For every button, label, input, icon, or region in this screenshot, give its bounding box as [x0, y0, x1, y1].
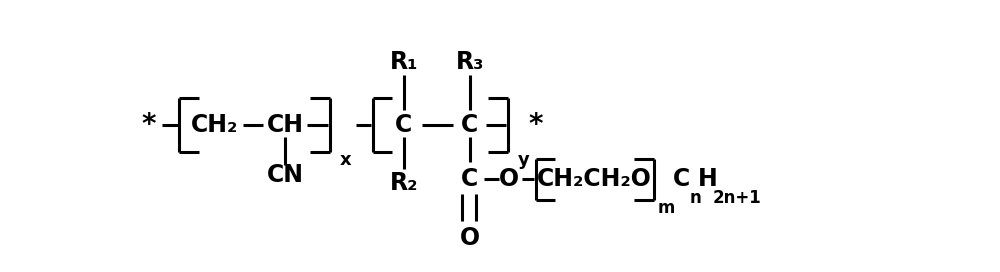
Text: 2n+1: 2n+1	[713, 189, 762, 207]
Text: C: C	[461, 113, 479, 137]
Text: R₂: R₂	[390, 171, 418, 196]
Text: CH: CH	[267, 113, 304, 137]
Text: *: *	[528, 111, 543, 139]
Text: H: H	[698, 167, 718, 191]
Text: m: m	[657, 199, 675, 217]
Text: C: C	[461, 167, 479, 191]
Text: y: y	[517, 152, 529, 169]
Text: O: O	[460, 226, 480, 250]
Text: CH₂: CH₂	[190, 113, 238, 137]
Text: CN: CN	[267, 163, 304, 187]
Text: n: n	[690, 189, 701, 207]
Text: R₃: R₃	[456, 50, 484, 74]
Text: CH₂CH₂O: CH₂CH₂O	[537, 167, 652, 191]
Text: R₁: R₁	[390, 50, 418, 74]
Text: x: x	[340, 152, 352, 169]
Text: C: C	[395, 113, 413, 137]
Text: *: *	[141, 111, 156, 139]
Text: O: O	[499, 167, 519, 191]
Text: C: C	[673, 167, 690, 191]
